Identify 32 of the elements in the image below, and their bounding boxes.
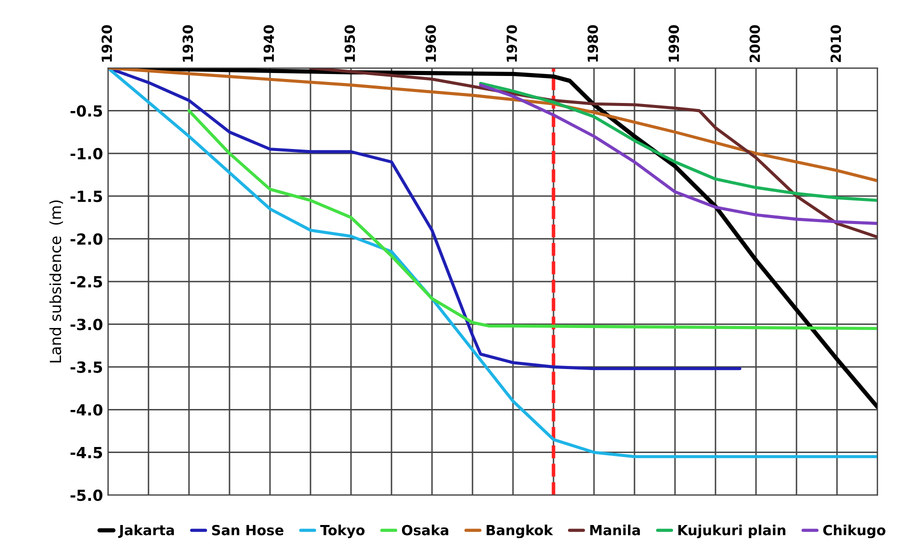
legend-label: Bangkok (486, 524, 554, 538)
legend-label: San Hose (212, 524, 284, 536)
y-tick-label: -3.0 (70, 318, 102, 330)
legend-label: Tokyo (320, 524, 365, 538)
x-tick-label: 1950 (344, 25, 356, 62)
x-tick-label: 1930 (182, 25, 194, 62)
x-tick-label: 1920 (102, 25, 112, 62)
x-tick-label: 1940 (264, 25, 274, 62)
y-tick-label: -0.5 (70, 105, 102, 117)
y-tick-label: -1.0 (70, 148, 102, 160)
legend-label: Kujukuri plain (678, 524, 786, 538)
y-tick-label: -4.5 (70, 447, 102, 458)
y-tick-label: -1.5 (70, 190, 102, 202)
y-tick-label: -2.0 (70, 233, 102, 245)
x-tick-label: 1990 (668, 25, 680, 62)
x-tick-label: 2000 (750, 25, 760, 62)
y-tick-label: -5.0 (70, 490, 102, 502)
y-axis-title: Land subsidence (m) (49, 200, 64, 362)
y-tick-label: -4.0 (70, 404, 102, 416)
y-tick-label: -2.5 (70, 276, 102, 288)
x-tick-label: 1980 (588, 25, 598, 62)
legend-label: Osaka (402, 524, 448, 536)
y-tick-label: -3.5 (70, 361, 102, 373)
line-series (187, 109, 878, 330)
x-tick-label: 2010 (830, 25, 842, 62)
legend-label: Manila (590, 524, 640, 536)
legend-label: Jakarta (118, 524, 174, 538)
x-tick-label: 1970 (506, 25, 518, 62)
line-series (479, 82, 878, 202)
line-series (479, 84, 878, 225)
legend-label: Chikugo (823, 524, 886, 538)
x-tick-label: 1960 (426, 25, 436, 62)
